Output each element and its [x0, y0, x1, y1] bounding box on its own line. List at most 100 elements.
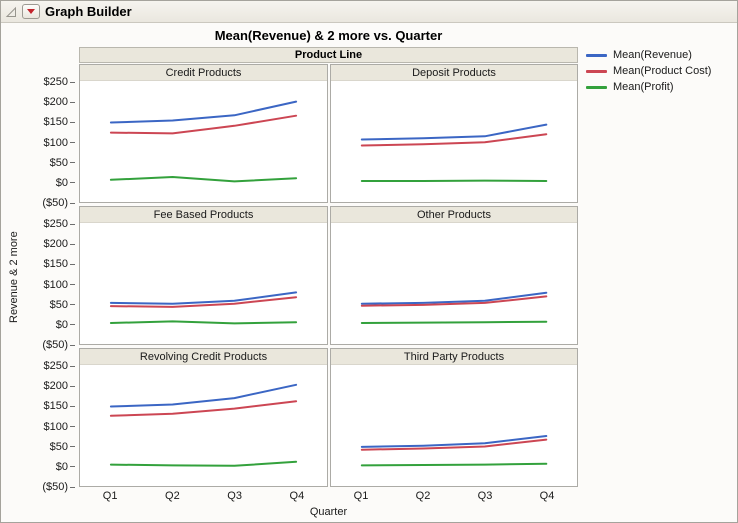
- trellis-row: $250 $200 $150 $100 $50 $0 ($50) Credit Product…: [42, 64, 578, 209]
- red-triangle-menu-button[interactable]: [22, 4, 40, 19]
- x-tick-label: Q2: [415, 490, 431, 502]
- graph-builder-report: Mean(Revenue) & 2 more vs. Quarter Reven…: [1, 23, 737, 522]
- series-line-mean-product-cost: [360, 133, 548, 147]
- legend-label: Mean(Profit): [613, 81, 674, 93]
- y-tick-label: $50: [49, 298, 68, 311]
- y-tick-label: $200: [43, 238, 68, 251]
- y-tick-mark: [70, 324, 75, 326]
- y-tick-label: $200: [43, 380, 68, 393]
- y-tick-label: $250: [43, 360, 68, 372]
- series-line-mean-profit: [109, 176, 298, 183]
- trellis-plot: Product Line $250 $200 $150 $100 $50 $0 ($50) C…: [42, 47, 578, 518]
- x-axis-title: Quarter: [309, 506, 348, 518]
- y-tick-label: $0: [55, 460, 68, 473]
- chart-title: Mean(Revenue) & 2 more vs. Quarter: [214, 28, 443, 43]
- y-tick-mark: [70, 405, 75, 407]
- outline-title: Graph Builder: [45, 4, 132, 19]
- y-tick-mark: [70, 284, 75, 285]
- y-tick-mark: [70, 162, 75, 164]
- y-tick-label: ($50): [42, 197, 68, 209]
- y-tick-label: $100: [43, 136, 68, 149]
- series-line-mean-profit: [109, 320, 298, 325]
- x-axis-tick-labels: Q1 Q2 Q3 Q4 Q1 Q2 Q3 Q4: [79, 490, 578, 504]
- series-line-mean-profit: [360, 320, 548, 324]
- y-tick-mark: [70, 466, 75, 468]
- legend-line-swatch: [586, 53, 607, 57]
- panel-header: Deposit Products: [331, 65, 577, 81]
- y-tick-label: $200: [43, 96, 68, 109]
- panel-plot-area[interactable]: [80, 81, 327, 202]
- x-tick-label: Q2: [165, 490, 180, 502]
- y-tick-mark: [70, 121, 75, 123]
- legend-item-mean-revenue[interactable]: Mean(Revenue): [586, 47, 711, 63]
- panel-header: Credit Products: [80, 65, 327, 81]
- legend-item-mean-product-cost[interactable]: Mean(Product Cost): [586, 63, 711, 79]
- trellis-rows: $250 $200 $150 $100 $50 $0 ($50) Credit Product…: [42, 64, 578, 493]
- y-tick-label: $150: [43, 258, 68, 271]
- legend-label: Mean(Revenue): [613, 49, 692, 61]
- y-tick-mark: [70, 365, 75, 367]
- y-tick-mark: [70, 182, 75, 184]
- panel-plot-area[interactable]: [331, 223, 577, 344]
- y-tick-mark: [70, 101, 75, 103]
- series-line-mean-revenue: [360, 291, 548, 305]
- y-axis-title: Revenue & 2 more: [8, 231, 20, 323]
- legend: Mean(Revenue) Mean(Product Cost) Mean(Prof…: [586, 47, 711, 95]
- trellis-row: $250 $200 $150 $100 $50 $0 ($50) Revolving Cred…: [42, 348, 578, 493]
- x-tick-group: Q1 Q2 Q3 Q4: [330, 490, 578, 504]
- series-line-mean-profit: [360, 462, 548, 467]
- panel-plot-area[interactable]: [331, 81, 577, 202]
- y-tick-mark: [70, 385, 75, 387]
- x-tick-label: Q3: [477, 490, 493, 502]
- x-tick-label: Q4: [539, 490, 555, 502]
- y-tick-label: $50: [49, 156, 68, 169]
- series-line-mean-revenue: [109, 291, 298, 305]
- series-line-mean-revenue: [109, 383, 298, 408]
- y-tick-mark: [70, 263, 75, 265]
- y-tick-label: $0: [55, 318, 68, 331]
- y-tick-label: $250: [43, 218, 68, 230]
- panel-revolving-credit-products: Revolving Credit Products: [79, 348, 328, 487]
- y-tick-mark: [70, 243, 75, 245]
- series-line-mean-product-cost: [109, 296, 298, 308]
- y-axis-ticks: $250 $200 $150 $100 $50 $0 ($50): [25, 76, 77, 209]
- y-tick-label: $100: [43, 278, 68, 291]
- panel-third-party-products: Third Party Products: [330, 348, 578, 487]
- y-tick-mark: [70, 81, 75, 83]
- x-tick-label: Q4: [289, 490, 305, 502]
- disclosure-triangle-icon[interactable]: [5, 6, 17, 18]
- x-tick-label: Q3: [227, 490, 242, 502]
- y-tick-mark: [70, 142, 75, 143]
- panel-deposit-products: Deposit Products: [330, 64, 578, 203]
- y-tick-mark: [70, 304, 75, 306]
- panel-other-products: Other Products: [330, 206, 578, 345]
- series-line-mean-revenue: [360, 123, 548, 141]
- y-tick-mark: [70, 426, 75, 427]
- y-tick-label: $250: [43, 76, 68, 88]
- panel-plot-area[interactable]: [331, 365, 577, 486]
- legend-item-mean-profit[interactable]: Mean(Profit): [586, 79, 711, 95]
- legend-line-swatch: [586, 69, 607, 73]
- panel-header: Revolving Credit Products: [80, 349, 327, 365]
- y-tick-label: $50: [49, 440, 68, 453]
- y-tick-label: ($50): [42, 481, 68, 493]
- series-line-mean-product-cost: [109, 114, 298, 135]
- trellis-row: $250 $200 $150 $100 $50 $0 ($50) Fee Based Prod…: [42, 206, 578, 351]
- y-tick-label: $100: [43, 420, 68, 433]
- panel-header: Other Products: [331, 207, 577, 223]
- series-line-mean-revenue: [360, 435, 548, 448]
- panel-plot-area[interactable]: [80, 365, 327, 486]
- y-axis-ticks: $250 $200 $150 $100 $50 $0 ($50): [25, 218, 77, 351]
- series-line-mean-profit: [109, 460, 298, 467]
- panel-fee-based-products: Fee Based Products: [79, 206, 328, 345]
- legend-line-swatch: [586, 85, 607, 89]
- panel-header: Fee Based Products: [80, 207, 327, 223]
- y-axis-ticks: $250 $200 $150 $100 $50 $0 ($50): [25, 360, 77, 493]
- y-tick-label: $150: [43, 116, 68, 129]
- y-tick-label: $0: [55, 176, 68, 189]
- series-line-mean-product-cost: [109, 400, 298, 417]
- y-tick-mark: [70, 446, 75, 448]
- panel-plot-area[interactable]: [80, 223, 327, 344]
- y-tick-label: ($50): [42, 339, 68, 351]
